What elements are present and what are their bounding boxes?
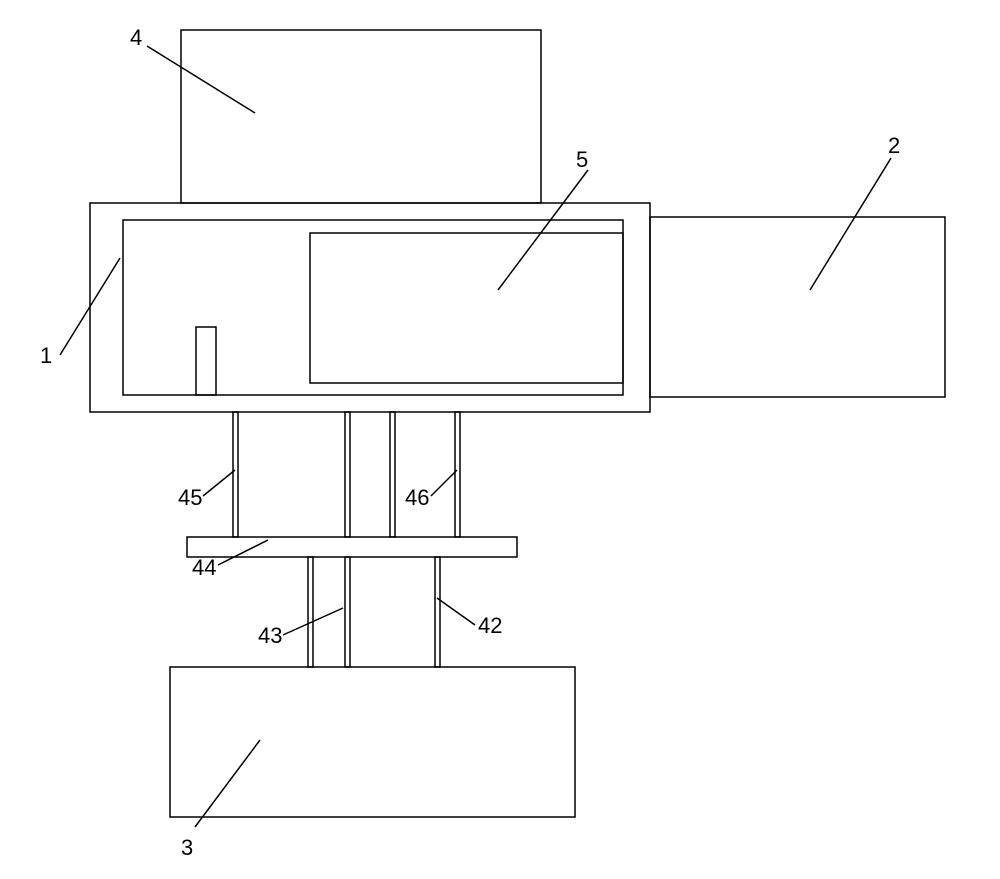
leg-46 [455,412,460,537]
label-2: 2 [888,133,900,158]
label-4: 4 [130,25,142,50]
leg-42-right [435,557,440,667]
leader-45 [203,470,235,496]
label-44: 44 [192,555,216,580]
leader-42 [437,598,475,625]
box-4 [181,30,541,203]
bar-44 [187,537,517,557]
technical-diagram: 123454243444546 [0,0,1000,879]
leader-46 [431,470,457,496]
inner-box [123,220,623,395]
peg [196,327,216,395]
mid-leg-left [345,412,350,537]
label-42: 42 [478,613,502,638]
label-3: 3 [181,835,193,860]
leg-45 [233,412,238,537]
box-5 [310,233,623,383]
leader-5 [498,170,588,290]
leader-3 [195,740,260,827]
box-1 [90,203,650,412]
leader-2 [810,158,891,290]
label-5: 5 [576,147,588,172]
label-43: 43 [258,623,282,648]
label-46: 46 [405,485,429,510]
label-1: 1 [40,343,52,368]
box-3 [170,667,575,817]
leg-43 [308,557,313,667]
label-45: 45 [178,485,202,510]
box-2 [650,217,945,397]
leg-42-left [345,557,350,667]
leader-44 [218,540,268,565]
leader-4 [147,46,255,113]
mid-leg-right [390,412,395,537]
